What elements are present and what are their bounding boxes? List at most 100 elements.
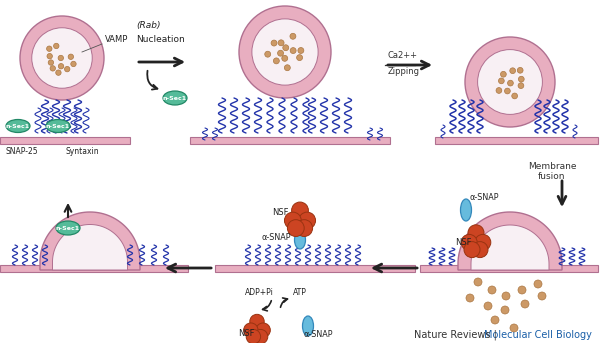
Text: ADP+Pi: ADP+Pi — [245, 288, 274, 297]
Circle shape — [518, 76, 524, 82]
Text: NSF: NSF — [272, 208, 289, 217]
Circle shape — [298, 48, 304, 54]
Ellipse shape — [32, 28, 92, 88]
Circle shape — [488, 286, 496, 294]
Circle shape — [521, 300, 529, 308]
Text: α-SNAP: α-SNAP — [262, 233, 292, 242]
Text: NSF: NSF — [455, 238, 472, 247]
Circle shape — [538, 292, 546, 300]
Circle shape — [510, 68, 515, 74]
Circle shape — [461, 234, 477, 250]
Circle shape — [508, 80, 514, 86]
Ellipse shape — [239, 6, 331, 98]
Circle shape — [290, 33, 296, 39]
Text: n-Sec1: n-Sec1 — [46, 123, 70, 129]
Circle shape — [256, 323, 271, 338]
Circle shape — [501, 306, 509, 314]
Circle shape — [47, 54, 52, 59]
Text: Molecular Cell Biology: Molecular Cell Biology — [484, 330, 592, 340]
Circle shape — [64, 67, 70, 72]
Circle shape — [299, 212, 316, 229]
Circle shape — [284, 65, 290, 71]
Text: Syntaxin: Syntaxin — [65, 147, 98, 156]
Circle shape — [56, 70, 61, 75]
Text: SNAP-25: SNAP-25 — [5, 147, 38, 156]
Circle shape — [296, 55, 302, 61]
Ellipse shape — [20, 16, 104, 100]
Bar — [0, 137, 130, 143]
Circle shape — [502, 292, 510, 300]
Circle shape — [253, 329, 268, 343]
Circle shape — [472, 241, 488, 258]
Text: ATP: ATP — [293, 288, 307, 297]
Circle shape — [250, 314, 264, 329]
Circle shape — [505, 88, 510, 94]
Text: Nature Reviews |: Nature Reviews | — [414, 330, 500, 340]
Ellipse shape — [46, 119, 70, 132]
Bar — [0, 264, 188, 272]
PathPatch shape — [471, 225, 549, 270]
Ellipse shape — [465, 37, 555, 127]
Text: n-Sec1: n-Sec1 — [163, 95, 187, 100]
Circle shape — [292, 202, 308, 219]
Circle shape — [296, 220, 313, 236]
PathPatch shape — [40, 212, 140, 270]
Circle shape — [475, 234, 491, 250]
Text: Membrane
fusion: Membrane fusion — [528, 162, 576, 181]
Ellipse shape — [6, 119, 30, 132]
Circle shape — [518, 286, 526, 294]
Circle shape — [244, 323, 258, 338]
Ellipse shape — [461, 199, 472, 221]
Ellipse shape — [295, 231, 305, 249]
Ellipse shape — [163, 91, 187, 105]
Circle shape — [58, 55, 64, 61]
Circle shape — [53, 43, 59, 49]
Text: NSF: NSF — [238, 329, 254, 338]
Circle shape — [58, 63, 64, 69]
Ellipse shape — [252, 19, 318, 85]
Text: α-SNAP: α-SNAP — [303, 330, 332, 339]
Circle shape — [47, 46, 52, 51]
Circle shape — [534, 280, 542, 288]
Circle shape — [48, 60, 53, 65]
Circle shape — [278, 40, 284, 46]
Circle shape — [282, 55, 288, 61]
Text: Zipping: Zipping — [388, 67, 420, 76]
Circle shape — [246, 329, 260, 343]
PathPatch shape — [53, 225, 128, 270]
Circle shape — [50, 66, 55, 71]
Circle shape — [271, 40, 277, 46]
Text: (Rab): (Rab) — [136, 21, 161, 30]
Circle shape — [517, 68, 523, 73]
Circle shape — [265, 51, 271, 57]
Text: Nucleation: Nucleation — [136, 35, 185, 44]
Text: n-Sec1: n-Sec1 — [6, 123, 30, 129]
Circle shape — [464, 241, 480, 258]
Circle shape — [518, 83, 524, 88]
Circle shape — [468, 225, 484, 241]
Text: α-SNAP: α-SNAP — [470, 193, 499, 202]
Circle shape — [68, 54, 74, 59]
Circle shape — [500, 71, 506, 77]
Ellipse shape — [56, 221, 80, 235]
Circle shape — [283, 45, 289, 51]
Bar — [435, 137, 598, 143]
Text: VAMP: VAMP — [105, 35, 128, 44]
Circle shape — [278, 50, 284, 56]
Text: Ca2++: Ca2++ — [388, 51, 418, 60]
PathPatch shape — [458, 212, 562, 270]
Circle shape — [496, 87, 502, 93]
Circle shape — [499, 78, 504, 84]
Circle shape — [274, 58, 280, 64]
Circle shape — [491, 316, 499, 324]
Circle shape — [510, 324, 518, 332]
Circle shape — [290, 48, 296, 54]
Circle shape — [474, 278, 482, 286]
Circle shape — [284, 212, 301, 229]
Bar — [215, 264, 415, 272]
Circle shape — [466, 294, 474, 302]
Ellipse shape — [478, 50, 542, 115]
Circle shape — [484, 302, 492, 310]
Bar — [420, 264, 598, 272]
Circle shape — [287, 220, 304, 236]
